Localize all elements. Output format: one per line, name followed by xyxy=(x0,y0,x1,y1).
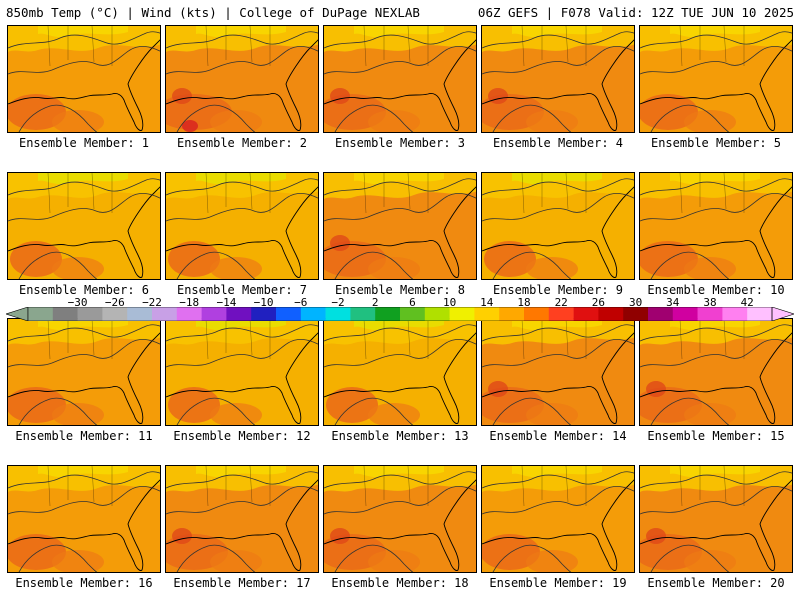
colorbar-segment xyxy=(77,307,103,321)
map-title: 850mb Temp (°C) | Wind (kts) | College o… xyxy=(6,5,420,20)
colorbar-tick: −18 xyxy=(179,296,200,309)
ensemble-member-label: Ensemble Member: 15 xyxy=(647,429,785,443)
colorbar-segment xyxy=(300,307,326,321)
ensemble-member-label: Ensemble Member: 16 xyxy=(15,576,153,590)
ensemble-member-label: Ensemble Member: 8 xyxy=(334,283,466,297)
colorbar-segment xyxy=(747,307,773,321)
colorbar-tick: −14 xyxy=(216,296,237,309)
ensemble-map-9 xyxy=(481,172,635,280)
colorbar-segment xyxy=(424,307,450,321)
colorbar-left-arrow xyxy=(6,307,29,321)
colorbar-tick: 22 xyxy=(554,296,568,309)
colorbar-segment xyxy=(52,307,78,321)
colorbar-segment xyxy=(623,307,649,321)
ensemble-map-19 xyxy=(481,465,635,573)
ensemble-map-7 xyxy=(165,172,319,280)
colorbar-tick: 42 xyxy=(740,296,754,309)
model-run-info: 06Z GEFS | F078 Valid: 12Z TUE JUN 10 20… xyxy=(477,5,794,20)
colorbar-tick: −2 xyxy=(331,296,345,309)
colorbar-right-arrow xyxy=(771,307,794,321)
colorbar-segment xyxy=(499,307,525,321)
colorbar-tick: −26 xyxy=(104,296,125,309)
colorbar-tick: 2 xyxy=(371,296,379,309)
colorbar-segment xyxy=(697,307,723,321)
ensemble-map-3 xyxy=(323,25,477,133)
ensemble-member-label: Ensemble Member: 5 xyxy=(650,136,782,150)
colorbar-tick: 30 xyxy=(628,296,643,309)
colorbar-tick: 6 xyxy=(409,296,416,309)
ensemble-member-label: Ensemble Member: 10 xyxy=(647,283,785,297)
colorbar-tick: 14 xyxy=(480,296,494,309)
colorbar-tick: 34 xyxy=(666,296,680,309)
colorbar-segment xyxy=(201,307,227,321)
ensemble-member-label: Ensemble Member: 2 xyxy=(176,136,308,150)
ensemble-member-label: Ensemble Member: 13 xyxy=(331,429,469,443)
ensemble-member-label: Ensemble Member: 19 xyxy=(489,576,627,590)
colorbar-tick: 38 xyxy=(703,296,717,309)
ensemble-map-8 xyxy=(323,172,477,280)
colorbar-tick: −6 xyxy=(294,296,308,309)
colorbar-segment xyxy=(28,307,54,321)
ensemble-map-15 xyxy=(639,318,793,426)
colorbar-segment xyxy=(251,307,277,321)
colorbar-segment xyxy=(226,307,252,321)
ensemble-member-label: Ensemble Member: 20 xyxy=(647,576,785,590)
ensemble-map-18 xyxy=(323,465,477,573)
colorbar-segment xyxy=(524,307,550,321)
ensemble-map-14 xyxy=(481,318,635,426)
colorbar-segment xyxy=(449,307,475,321)
ensemble-member-label: Ensemble Member: 18 xyxy=(331,576,469,590)
colorbar-tick: −10 xyxy=(253,296,274,309)
ensemble-map-20 xyxy=(639,465,793,573)
ensemble-map-6 xyxy=(7,172,161,280)
colorbar-tick: 26 xyxy=(591,296,606,309)
ensemble-member-label: Ensemble Member: 12 xyxy=(173,429,311,443)
ensemble-member-label: Ensemble Member: 7 xyxy=(176,283,308,297)
ensemble-member-label: Ensemble Member: 17 xyxy=(173,576,311,590)
ensemble-member-label: Ensemble Member: 3 xyxy=(334,136,466,150)
colorbar-segment xyxy=(648,307,674,321)
ensemble-map-16 xyxy=(7,465,161,573)
colorbar-segment xyxy=(152,307,178,321)
colorbar-segment xyxy=(325,307,351,321)
colorbar-tick: −30 xyxy=(67,296,88,309)
colorbar-segment xyxy=(102,307,128,321)
colorbar-segment xyxy=(598,307,624,321)
colorbar-segment xyxy=(375,307,401,321)
colorbar-segment xyxy=(474,307,500,321)
colorbar-segment xyxy=(548,307,574,321)
colorbar-segment xyxy=(722,307,748,321)
colorbar-tick: 10 xyxy=(442,296,457,309)
colorbar-segment xyxy=(176,307,202,321)
colorbar-segment xyxy=(127,307,153,321)
colorbar-segment xyxy=(276,307,302,321)
ensemble-member-label: Ensemble Member: 4 xyxy=(492,136,624,150)
ensemble-map-4 xyxy=(481,25,635,133)
ensemble-map-10 xyxy=(639,172,793,280)
ensemble-member-label: Ensemble Member: 14 xyxy=(489,429,627,443)
ensemble-map-17 xyxy=(165,465,319,573)
colorbar-tick: 18 xyxy=(517,296,531,309)
colorbar-segment xyxy=(350,307,376,321)
temperature-colorbar xyxy=(6,307,794,321)
ensemble-member-label: Ensemble Member: 6 xyxy=(18,283,150,297)
colorbar-segment xyxy=(400,307,426,321)
colorbar-segment xyxy=(573,307,599,321)
ensemble-map-5 xyxy=(639,25,793,133)
ensemble-map-12 xyxy=(165,318,319,426)
ensemble-map-1 xyxy=(7,25,161,133)
colorbar-segment xyxy=(672,307,698,321)
ensemble-map-13 xyxy=(323,318,477,426)
ensemble-member-label: Ensemble Member: 9 xyxy=(492,283,624,297)
ensemble-map-11 xyxy=(7,318,161,426)
ensemble-member-label: Ensemble Member: 1 xyxy=(18,136,150,150)
colorbar-tick: −22 xyxy=(142,296,162,309)
ensemble-map-2 xyxy=(165,25,319,133)
ensemble-member-label: Ensemble Member: 11 xyxy=(15,429,153,443)
